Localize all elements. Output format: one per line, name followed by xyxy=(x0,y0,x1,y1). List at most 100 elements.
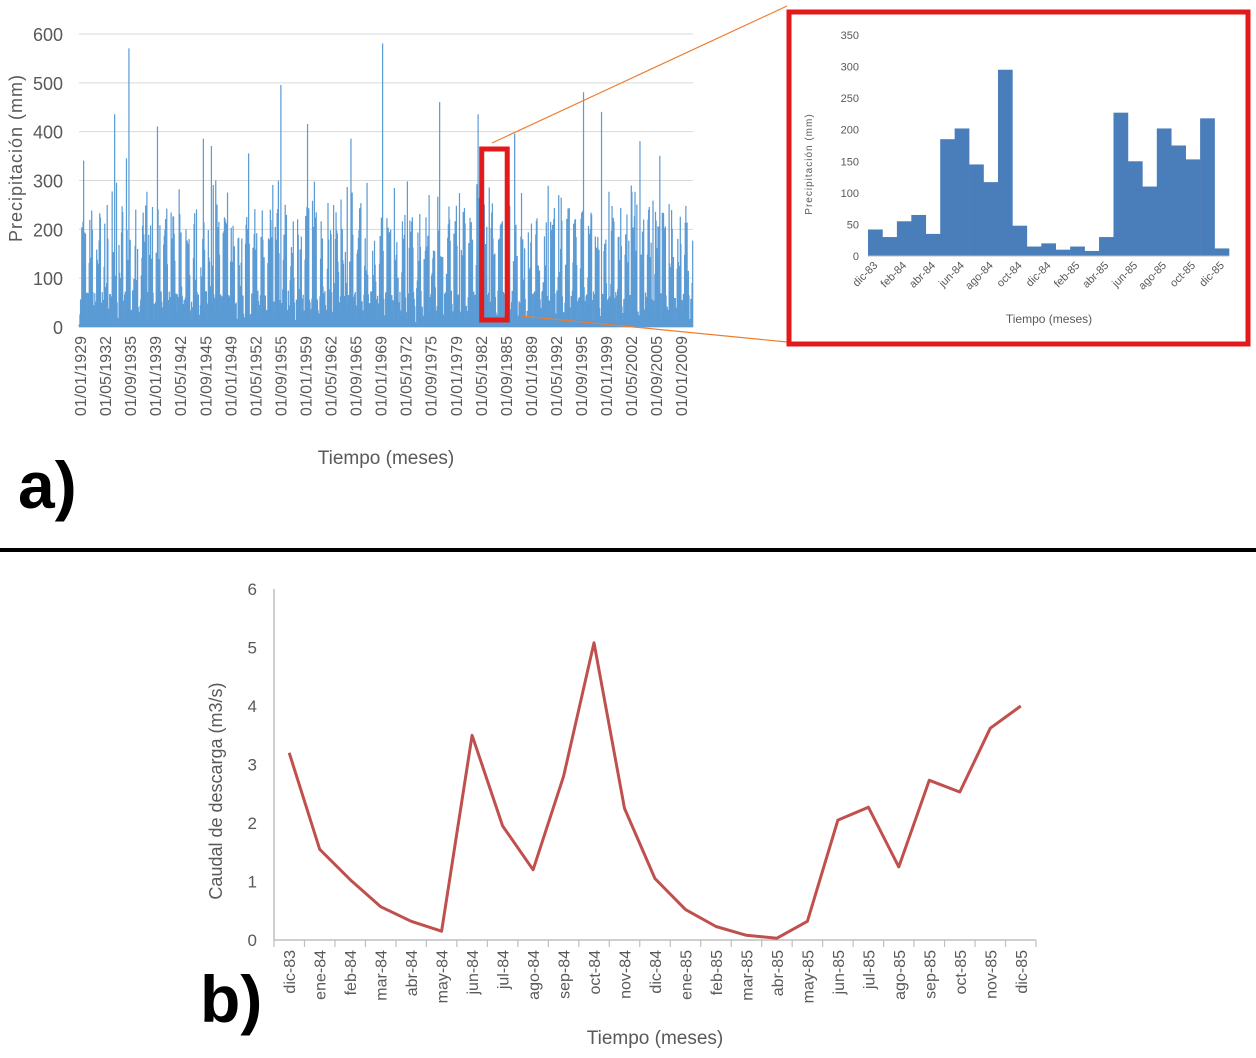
y-tick-label: 3 xyxy=(248,756,257,775)
precipitation-chart: 0 100 200 300 400 500 600 01/01/1929 01/05/1932 0… xyxy=(6,5,788,469)
zoom-bar xyxy=(940,139,955,256)
zoom-bar xyxy=(1200,118,1215,256)
zoom-bar xyxy=(1012,225,1028,256)
zoom-bar xyxy=(1026,246,1042,256)
zoom-bar xyxy=(882,237,898,256)
zoom-bar xyxy=(868,229,883,256)
y-tick-label: 250 xyxy=(841,93,859,105)
x-tick-label: 01/01/1929 xyxy=(73,336,90,416)
panel-a-label: a) xyxy=(18,448,77,522)
connector-line-bottom xyxy=(520,315,788,343)
y-axis-title: Caudal de descarga (m3/s) xyxy=(206,682,226,899)
y-tick-label: 0 xyxy=(853,251,859,263)
x-tick-label: jul-84 xyxy=(496,950,513,990)
x-tick-label: sep-84 xyxy=(557,950,574,999)
x-tick-label: 01/01/1999 xyxy=(599,336,616,416)
precipitation-bars xyxy=(78,43,694,328)
connector-line-top xyxy=(491,5,788,144)
x-tick-label: mar-84 xyxy=(374,950,391,1001)
x-tick-label: nov-84 xyxy=(618,950,635,999)
x-tick-label: 01/01/1979 xyxy=(449,336,466,416)
x-tick-label: ago-85 xyxy=(892,950,909,1000)
x-tick-label: 01/01/1949 xyxy=(223,336,240,416)
y-tick-label: 2 xyxy=(248,814,257,833)
x-tick-label: 01/05/2002 xyxy=(624,336,641,416)
x-tick-label: 01/09/1945 xyxy=(198,336,215,416)
y-axis-title: Precipitación (mm) xyxy=(6,74,26,242)
y-tick-label: 1 xyxy=(248,873,257,892)
y-tick-label: 0 xyxy=(248,931,257,950)
y-tick-label: 4 xyxy=(248,697,257,716)
y-tick-label: 400 xyxy=(33,123,63,143)
x-tick-label: ene-85 xyxy=(678,950,695,1000)
x-tick-label: feb-85 xyxy=(709,950,726,995)
zoom-bar xyxy=(997,69,1013,256)
zoom-bar xyxy=(1113,112,1129,256)
x-tick-label: jun-84 xyxy=(465,950,482,996)
x-axis-title: Tiempo (meses) xyxy=(318,448,455,469)
x-tick-label: 01/05/1982 xyxy=(474,336,491,416)
zoom-bar xyxy=(911,214,927,256)
x-axis-title: Tiempo (meses) xyxy=(1006,312,1092,326)
x-tick-label: dic-84 xyxy=(648,950,665,994)
x-tick-label: 01/09/1995 xyxy=(574,336,591,416)
x-tick-label: sep-85 xyxy=(922,950,939,999)
y-tick-label: 600 xyxy=(33,25,63,45)
x-tick-label: 01/01/2009 xyxy=(674,336,691,416)
x-tick-label: dic-83 xyxy=(282,950,299,994)
x-tick-label: 01/05/1932 xyxy=(98,336,115,416)
x-tick-label: ago-84 xyxy=(526,950,543,1000)
x-tick-label: abr-85 xyxy=(770,950,787,996)
x-tick-label: 01/05/1992 xyxy=(549,336,566,416)
zoom-bar xyxy=(983,182,999,256)
discharge-chart: 0 1 2 3 4 5 6 dic-83 ene-84 feb-84 mar-84 abr-84 may… xyxy=(206,580,1037,1049)
x-tick-label: oct-84 xyxy=(587,950,604,995)
x-tick-label: 01/05/1962 xyxy=(324,336,341,416)
y-tick-label: 50 xyxy=(847,219,859,231)
y-tick-label: 100 xyxy=(33,269,63,289)
x-tick-label: 01/01/1939 xyxy=(148,336,165,416)
zoom-bar xyxy=(1214,248,1230,256)
x-tick-label: 01/05/1952 xyxy=(248,336,265,416)
zoom-bar xyxy=(1185,159,1201,256)
zoom-bar xyxy=(1171,145,1186,256)
x-tick-label: 01/09/1985 xyxy=(499,336,516,416)
zoom-bar xyxy=(1084,250,1100,256)
x-tick-label: 01/09/1935 xyxy=(123,336,140,416)
x-tick-label: 01/01/1969 xyxy=(374,336,391,416)
x-tick-label: oct-85 xyxy=(953,950,970,995)
zoom-bar xyxy=(1055,249,1071,256)
x-axis-title: Tiempo (meses) xyxy=(587,1028,724,1049)
x-tick-label: 01/09/2005 xyxy=(649,336,666,416)
x-tick-label: may-84 xyxy=(435,950,452,1003)
y-tick-label: 500 xyxy=(33,74,63,94)
y-tick-label: 350 xyxy=(841,30,859,42)
y-tick-label: 200 xyxy=(33,220,63,240)
zoom-precipitation-chart: 050100150200250300350dic-83feb-84abr-84j… xyxy=(786,9,1251,347)
x-tick-label: dic-85 xyxy=(1014,950,1031,994)
x-tick-label: 01/01/1959 xyxy=(298,336,315,416)
x-tick-label: ene-84 xyxy=(313,950,330,1000)
x-tick-label: mar-85 xyxy=(739,950,756,1001)
zoom-bar xyxy=(1156,128,1172,256)
zoom-bar xyxy=(1142,186,1158,256)
x-tick-label: nov-85 xyxy=(983,950,1000,999)
x-tick-label: 01/09/1965 xyxy=(349,336,366,416)
zoom-bar xyxy=(1070,246,1085,256)
zoom-bar xyxy=(1127,161,1143,256)
zoom-bar xyxy=(925,233,941,256)
y-tick-label: 6 xyxy=(248,580,257,599)
x-tick-label: 01/09/1955 xyxy=(273,336,290,416)
x-tick-label: 01/01/1989 xyxy=(524,336,541,416)
y-tick-label: 0 xyxy=(53,318,63,338)
y-tick-label: 300 xyxy=(33,172,63,192)
x-tick-label: 01/09/1975 xyxy=(424,336,441,416)
x-tick-label: jul-85 xyxy=(861,950,878,990)
zoom-bar xyxy=(896,221,912,256)
x-tick-label: feb-84 xyxy=(343,950,360,995)
discharge-line xyxy=(287,641,1022,940)
x-tick-label: 01/05/1942 xyxy=(173,336,190,416)
y-tick-label: 5 xyxy=(248,639,257,658)
y-axis-title: Precipitación (mm) xyxy=(804,113,815,214)
